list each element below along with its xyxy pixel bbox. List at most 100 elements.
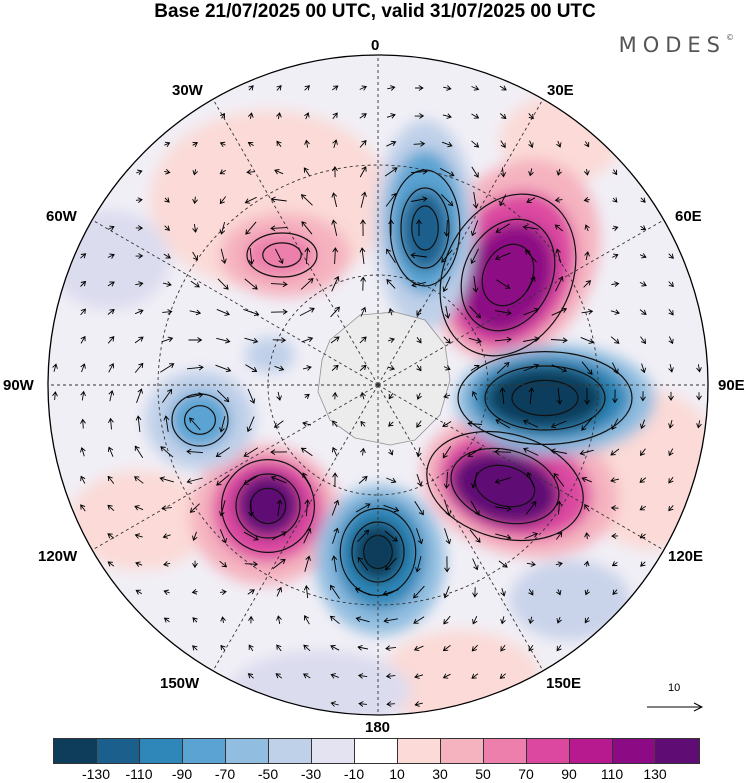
wind-arrow xyxy=(216,308,230,316)
wind-arrow xyxy=(444,305,451,319)
wind-arrow xyxy=(494,336,512,343)
wind-arrow xyxy=(219,221,226,235)
wind-arrow xyxy=(270,475,287,484)
wind-arrow xyxy=(416,219,422,236)
latitude-circle xyxy=(157,164,599,606)
wind-arrow xyxy=(160,363,175,373)
wind-arrow xyxy=(500,140,506,149)
wind-arrow xyxy=(583,196,590,203)
wind-arrow xyxy=(387,365,395,371)
wind-arrow xyxy=(190,280,200,288)
wind-arrow xyxy=(107,446,114,457)
wind-arrow xyxy=(413,141,426,147)
wind-arrow xyxy=(470,500,480,516)
label-lon-150w: 150W xyxy=(160,675,200,692)
wind-arrow xyxy=(523,447,539,456)
wind-arrow xyxy=(612,589,618,595)
wind-arrow xyxy=(107,281,115,287)
wind-arrow xyxy=(276,112,282,120)
wind-arrow xyxy=(332,247,339,265)
label-lon-120e: 120E xyxy=(668,548,704,565)
wind-arrow xyxy=(245,364,258,372)
wind-arrow xyxy=(639,477,647,483)
wind-arrow xyxy=(248,499,254,517)
wind-arrow xyxy=(443,586,450,599)
wind-arrow xyxy=(186,448,204,455)
wind-arrow xyxy=(639,309,647,315)
wind-arrow xyxy=(555,248,562,263)
wind-arrow xyxy=(442,445,452,459)
wind-arrow xyxy=(668,476,674,484)
wind-arrow xyxy=(248,644,254,652)
wind-arrow xyxy=(357,673,368,679)
wind-arrow xyxy=(528,644,534,652)
wind-arrow xyxy=(388,393,394,400)
wind-arrow xyxy=(300,194,313,206)
wind-arrow xyxy=(247,141,254,147)
wind-arrow xyxy=(330,306,340,318)
wind-arrow xyxy=(188,337,203,343)
wind-arrow xyxy=(300,447,313,457)
wind-arrow xyxy=(499,194,507,207)
wind-arrow xyxy=(80,475,86,484)
colorbar-swatch xyxy=(398,739,441,763)
wind-arrow xyxy=(243,308,260,317)
wind-arrow xyxy=(555,531,563,540)
wind-arrow xyxy=(528,168,534,177)
wind-arrow xyxy=(276,84,282,91)
label-lon-0: 0 xyxy=(371,37,380,54)
wind-arrow xyxy=(581,417,593,431)
wind-arrow xyxy=(215,364,232,373)
colorbar-swatch xyxy=(527,739,570,763)
wind-arrow xyxy=(274,169,284,175)
label-lon-60e: 60E xyxy=(675,208,702,225)
label-lon-30e: 30E xyxy=(547,82,574,99)
contour-ring xyxy=(249,487,287,525)
wind-arrow xyxy=(80,390,86,401)
wind-arrow xyxy=(359,139,367,148)
wind-arrow xyxy=(668,336,674,345)
wind-arrow xyxy=(386,278,396,289)
wind-arrow xyxy=(331,364,339,371)
wind-arrow xyxy=(442,113,452,119)
wind-arrow xyxy=(164,197,170,203)
wind-arrow xyxy=(444,528,452,545)
wind-arrow xyxy=(416,336,422,344)
wind-arrow xyxy=(304,85,311,91)
colorbar-tick-label: 110 xyxy=(600,766,624,782)
wind-arrow xyxy=(612,197,618,203)
wind-arrow xyxy=(270,449,288,455)
wind-arrow xyxy=(192,645,198,651)
wind-arrow xyxy=(498,560,508,568)
wind-arrow xyxy=(274,248,284,264)
wind-arrow xyxy=(332,472,338,487)
wind-arrow xyxy=(247,589,255,595)
wind-arrow xyxy=(416,365,422,372)
wind-arrow xyxy=(332,139,338,149)
wind-arrow xyxy=(192,223,198,233)
colorbar-swatch xyxy=(355,739,398,763)
wind-arrow xyxy=(612,389,618,404)
wind-arrow xyxy=(332,420,338,428)
wind-arrow xyxy=(80,335,86,344)
wind-arrow xyxy=(668,391,674,401)
colorbar-swatch xyxy=(183,739,226,763)
wind-arrow xyxy=(470,248,479,264)
wind-arrow xyxy=(443,471,450,489)
wind-arrow xyxy=(496,362,510,374)
wind-arrow xyxy=(164,141,171,148)
wind-arrow xyxy=(192,560,198,569)
wind-arrow xyxy=(415,447,422,458)
wind-arrow xyxy=(220,616,226,623)
wind-arrow xyxy=(525,249,537,263)
wind-arrow xyxy=(186,364,204,371)
wind-arrow xyxy=(360,276,366,291)
wind-arrow xyxy=(331,446,338,457)
wind-arrow xyxy=(386,140,397,147)
wind-arrow xyxy=(219,500,226,517)
wind-arrow xyxy=(556,500,563,515)
wind-arrow xyxy=(163,617,170,623)
wind-arrow xyxy=(192,169,199,176)
wind-arrow xyxy=(276,499,283,516)
wind-arrow xyxy=(271,531,287,541)
